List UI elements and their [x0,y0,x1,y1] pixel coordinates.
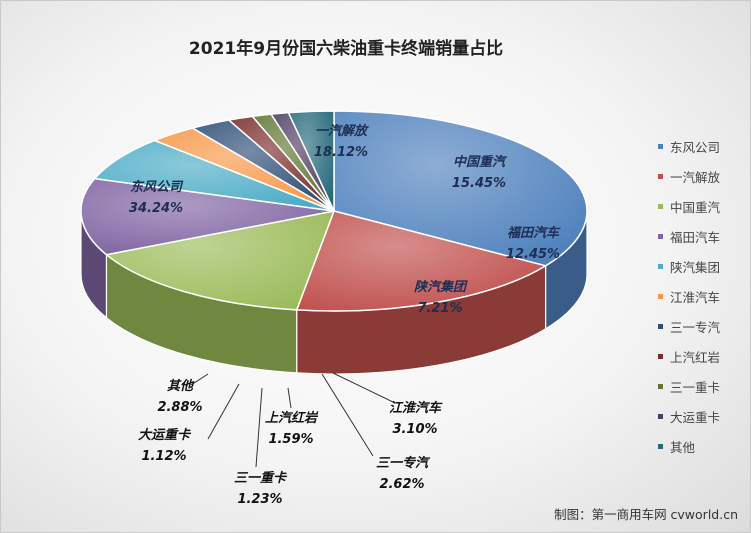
slice-label-name: 其他 [167,378,195,394]
legend-label: 陕汽集团 [670,259,721,275]
pie-labels: 东风公司 34.24% 一汽解放 18.12% 中国重汽 15.45% 福田汽车 12.45%… [129,123,561,507]
slice-label-name: 大运重卡 [138,427,192,443]
legend-item: 中国重汽 [658,191,750,221]
pie-top [80,110,588,312]
legend-item: 上汽红岩 [658,341,750,371]
slice-label-name: 一汽解放 [315,123,369,139]
legend-item: 大运重卡 [658,401,750,431]
legend-swatch [658,143,663,149]
legend-swatch [658,323,663,329]
slice-label-value: 7.21% [417,301,462,316]
slice-label-value: 3.10% [392,422,437,437]
legend-swatch [658,383,663,389]
pie-slice-福田汽车 [80,177,335,256]
pie-slice-中国重汽 [104,210,336,311]
legend-swatch [658,203,663,209]
legend-item: 三一专汽 [658,311,750,341]
legend-label: 上汽红岩 [670,349,721,365]
slice-label-name: 上汽红岩 [265,410,319,426]
legend-label: 三一专汽 [670,319,721,335]
legend-swatch [658,413,663,419]
slice-label-value: 2.62% [379,477,424,492]
leader-line-江淮汽车 [332,372,396,404]
legend-label: 福田汽车 [670,229,721,245]
slice-label-name: 中国重汽 [453,154,508,170]
source-credit: 制图：第一商用车网 cvworld.cn [554,507,738,522]
legend-item: 一汽解放 [658,161,750,191]
pie-slice-其他 [287,110,335,212]
legend-label: 江淮汽车 [670,289,721,305]
legend-item: 三一重卡 [658,371,750,401]
slice-label-value: 1.23% [237,492,282,507]
slice-label-value: 18.12% [314,145,368,160]
legend: 东风公司一汽解放中国重汽福田汽车陕汽集团江淮汽车三一专汽上汽红岩三一重卡大运重卡… [658,131,750,461]
leader-line-其他 [190,373,209,386]
leader-line-三一专汽 [321,373,374,457]
legend-swatch [658,443,663,449]
slice-label-name: 福田汽车 [507,225,561,241]
legend-swatch [658,233,663,239]
leader-line-大运重卡 [207,383,240,440]
slice-label-name: 三一专汽 [376,455,431,471]
legend-label: 三一重卡 [670,379,721,395]
slice-label-name: 江淮汽车 [389,400,443,416]
chart-title: 2021年9月份国六柴油重卡终端销量占比 [188,39,504,59]
slice-label-name: 陕汽集团 [414,279,468,295]
slice-label-name: 三一重卡 [234,470,288,486]
slice-label-value: 1.59% [268,432,313,447]
legend-label: 东风公司 [670,139,721,155]
legend-item: 江淮汽车 [658,281,750,311]
legend-item: 陕汽集团 [658,251,750,281]
legend-item: 福田汽车 [658,221,750,251]
legend-item: 东风公司 [658,131,750,161]
legend-swatch [658,263,663,269]
legend-label: 大运重卡 [670,409,721,425]
leader-line-上汽红岩 [287,387,292,409]
legend-label: 其他 [670,439,696,455]
slice-label-value: 12.45% [506,247,560,262]
slice-label-value: 1.12% [141,449,186,464]
leader-line-三一重卡 [255,387,263,468]
legend-label: 一汽解放 [670,169,721,185]
slice-label-value: 15.45% [452,176,506,191]
pie-slice-陕汽集团 [93,139,335,212]
legend-label: 中国重汽 [670,199,721,215]
pie-slice-一汽解放 [295,210,548,312]
legend-swatch [658,293,663,299]
legend-item: 其他 [658,431,750,461]
slice-label-value: 34.24% [129,201,183,216]
legend-swatch [658,353,663,359]
slice-label-name: 东风公司 [130,179,184,195]
slice-label-value: 2.88% [157,400,202,415]
legend-swatch [658,173,663,179]
